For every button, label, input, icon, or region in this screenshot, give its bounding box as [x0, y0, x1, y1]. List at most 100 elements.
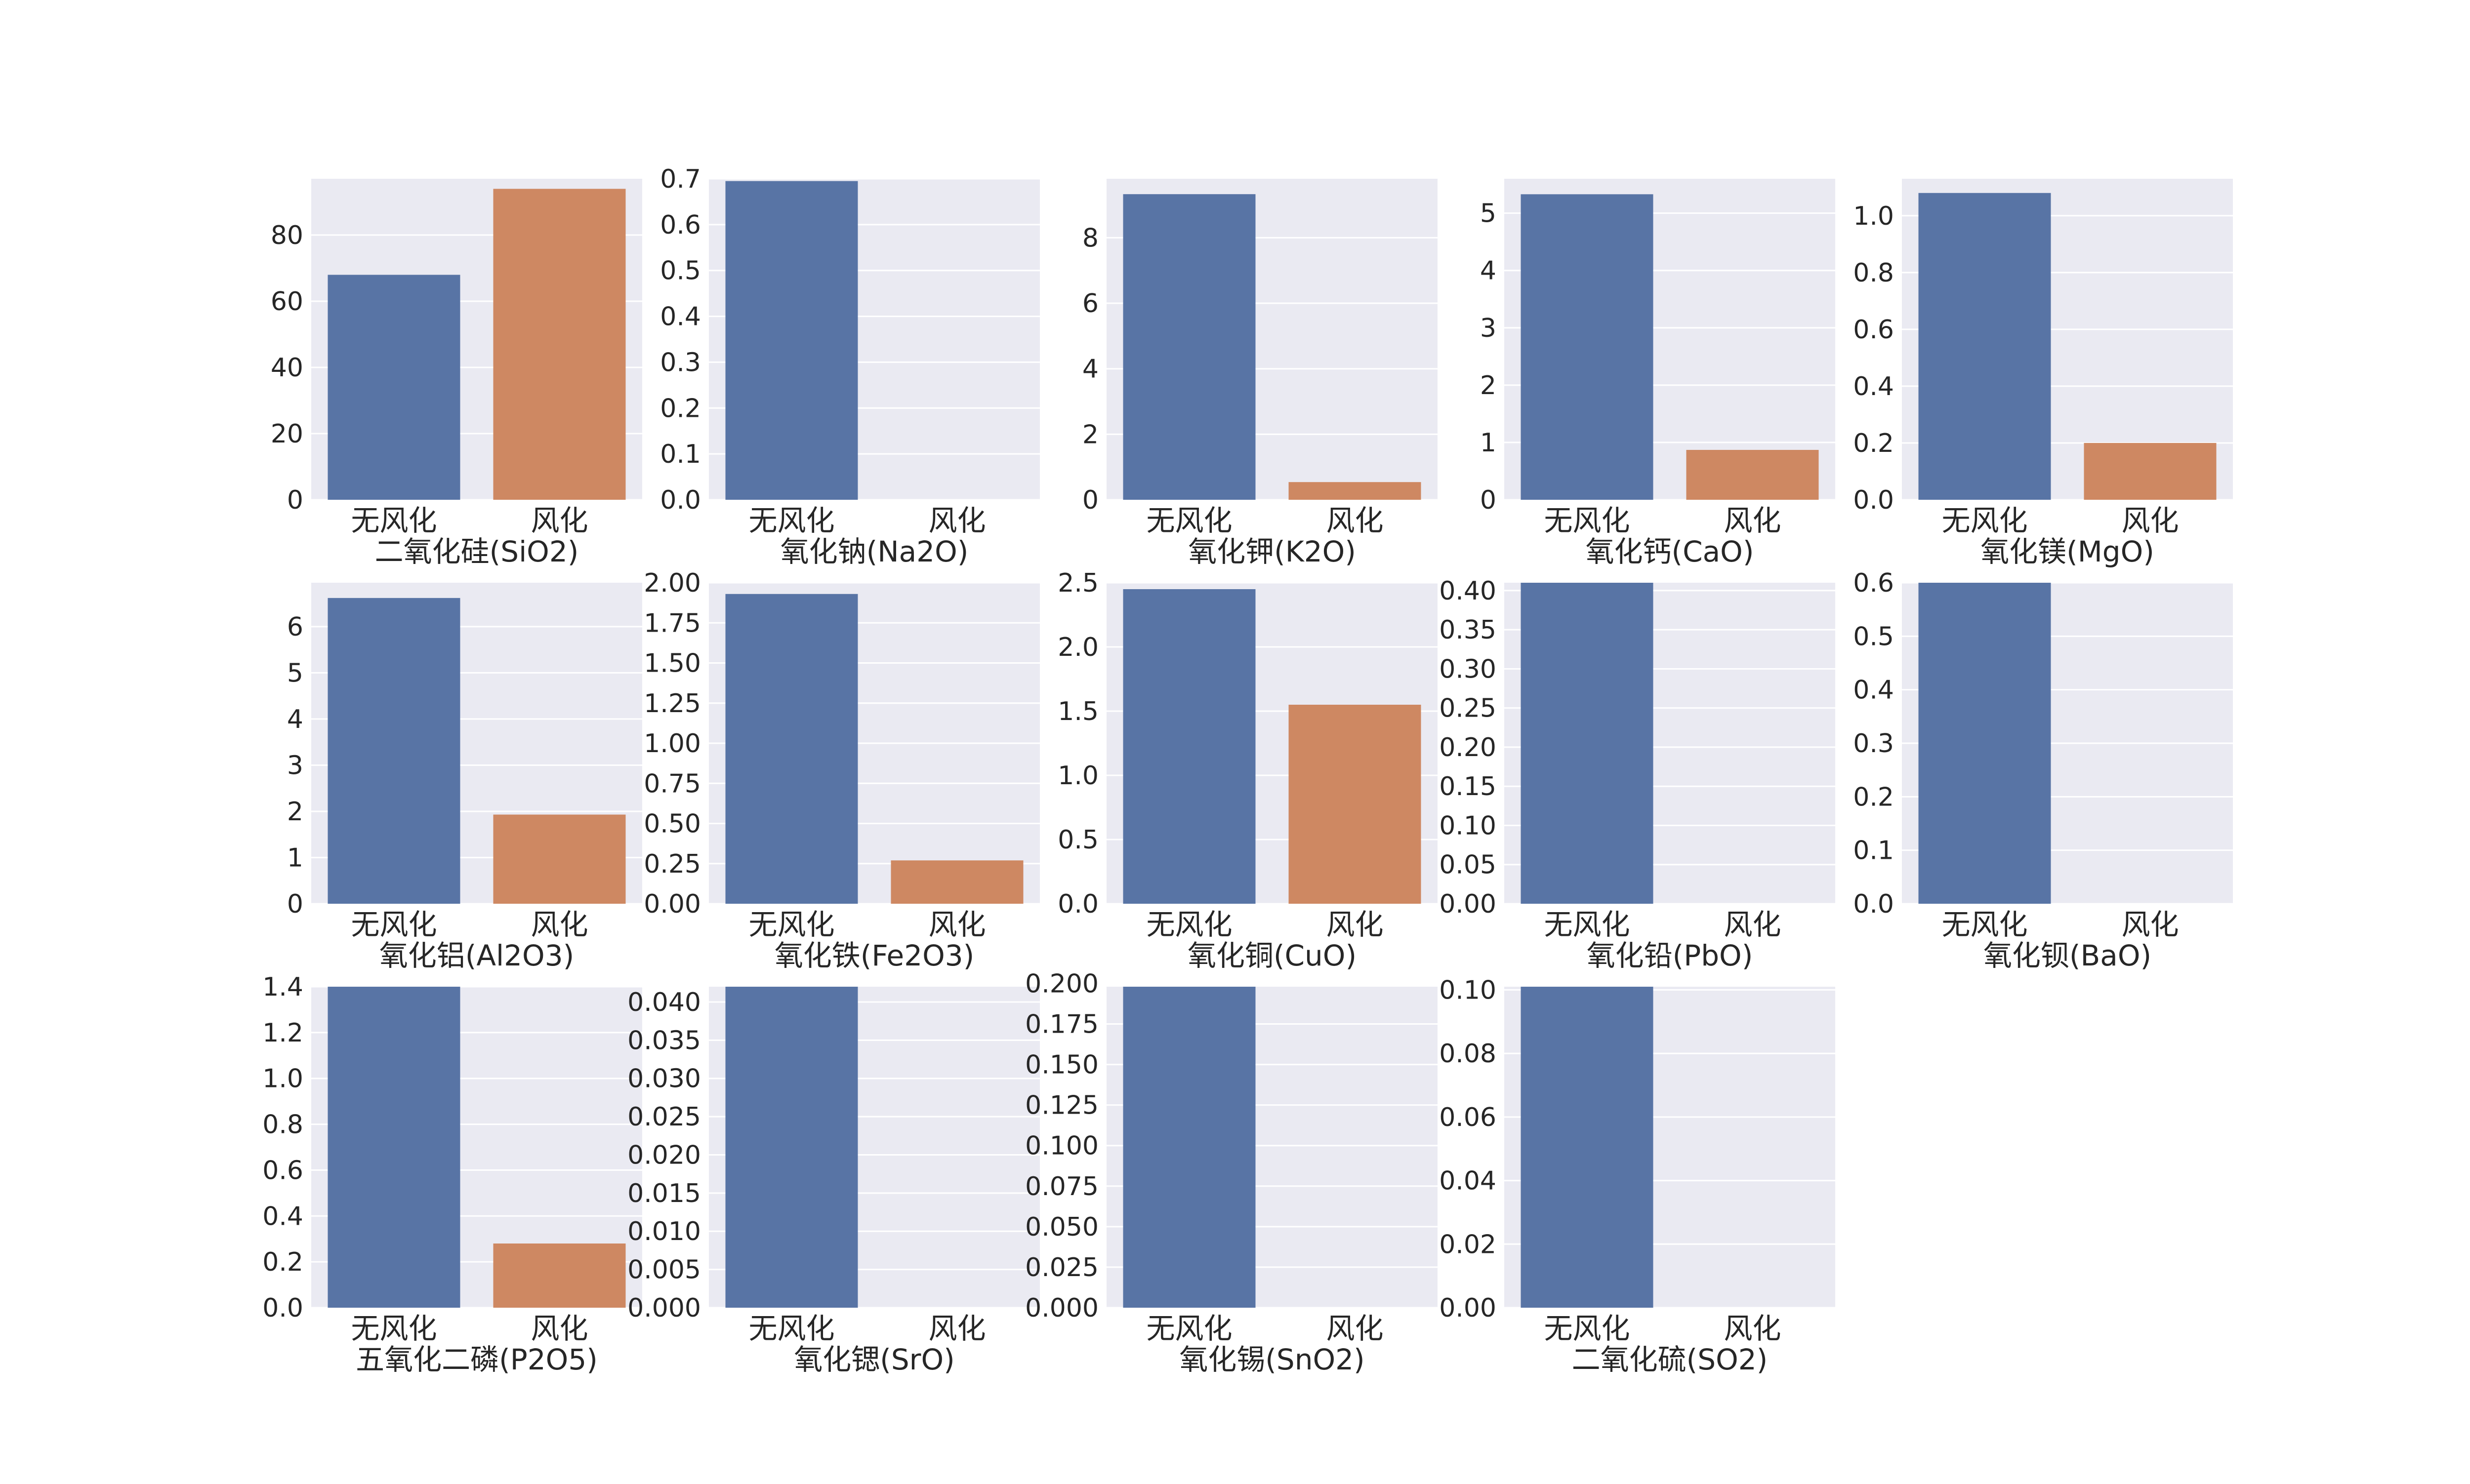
y-tick-label: 20: [271, 419, 303, 449]
x-tick-label: 无风化: [748, 1312, 834, 1345]
y-tick-label: 1.0: [1058, 761, 1099, 791]
bar-unweathered: [1123, 194, 1256, 500]
bar-weathered: [2084, 442, 2217, 500]
x-tick-label: 风化: [1326, 504, 1383, 537]
x-tick-label: 无风化: [1146, 504, 1232, 537]
bar-unweathered: [1918, 583, 2051, 904]
x-axis-label: 二氧化硫(SO2): [1572, 1343, 1768, 1376]
y-tick-label: 1.2: [262, 1018, 303, 1048]
y-tick-label: 6: [1082, 289, 1099, 319]
y-tick-label: 4: [1480, 256, 1496, 286]
y-tick-label: 0.015: [627, 1179, 701, 1208]
y-tick-label: 0.25: [1439, 694, 1496, 723]
y-tick-label: 0.2: [1853, 429, 1894, 458]
x-tick-label: 无风化: [351, 1312, 437, 1345]
y-tick-label: 0.000: [1025, 1293, 1099, 1323]
y-tick-label: 1.5: [1058, 697, 1099, 726]
y-tick-label: 0.005: [627, 1255, 701, 1285]
y-tick-label: 0.6: [1853, 568, 1894, 598]
y-tick-label: 0.00: [1439, 889, 1496, 919]
y-tick-label: 1.75: [644, 608, 701, 638]
y-tick-label: 1: [1480, 428, 1496, 458]
bar-weathered: [1288, 705, 1421, 904]
y-tick-label: 0.08: [1439, 1039, 1496, 1069]
y-tick-label: 0: [287, 485, 303, 515]
y-tick-label: 0.4: [1853, 372, 1894, 401]
x-axis-label: 氧化钡(BaO): [1983, 939, 2151, 972]
y-tick-label: 0.0: [1853, 889, 1894, 919]
y-tick-label: 0.20: [1439, 733, 1496, 762]
y-tick-label: 3: [287, 751, 303, 780]
x-tick-label: 无风化: [1146, 908, 1232, 941]
y-tick-label: 40: [271, 353, 303, 383]
y-tick-label: 0.0: [262, 1293, 303, 1323]
x-axis-label: 氧化钙(CaO): [1586, 535, 1754, 568]
y-tick-label: 0.040: [627, 988, 701, 1017]
bar-unweathered: [1123, 987, 1256, 1308]
y-tick-label: 0.7: [660, 164, 701, 194]
bar-unweathered: [1521, 583, 1653, 904]
x-axis-label: 氧化铜(CuO): [1188, 939, 1357, 972]
y-tick-label: 0.1: [1853, 836, 1894, 866]
x-axis-label: 氧化钠(Na2O): [781, 535, 969, 568]
y-tick-label: 0.175: [1025, 1010, 1099, 1040]
y-tick-label: 0.200: [1025, 969, 1099, 999]
y-tick-label: 0.4: [660, 302, 701, 332]
y-tick-label: 0.40: [1439, 576, 1496, 606]
y-tick-label: 4: [1082, 355, 1099, 384]
y-tick-label: 0.10: [1439, 811, 1496, 841]
y-tick-label: 0.075: [1025, 1172, 1099, 1202]
bar-unweathered: [328, 987, 460, 1308]
x-tick-label: 风化: [928, 1312, 986, 1345]
y-tick-label: 0.00: [644, 889, 701, 919]
x-tick-label: 风化: [531, 504, 588, 537]
x-tick-label: 无风化: [1941, 504, 2027, 537]
y-tick-label: 0: [287, 889, 303, 919]
y-tick-label: 1.00: [644, 729, 701, 759]
y-tick-label: 0.0: [660, 485, 701, 515]
subplot-12: 0.000 0.005 0.010 0.015 0.020 0.025 0.030 0.035…: [627, 987, 1040, 1376]
y-tick-label: 0.75: [644, 769, 701, 799]
y-tick-label: 2: [287, 797, 303, 827]
x-axis-label: 氧化铅(PbO): [1587, 939, 1753, 972]
y-tick-label: 5: [287, 658, 303, 688]
y-tick-label: 0.35: [1439, 615, 1496, 645]
y-tick-label: 0.030: [627, 1064, 701, 1094]
x-tick-label: 风化: [1724, 1312, 1781, 1345]
bar-unweathered: [725, 181, 858, 500]
y-tick-label: 2.0: [1058, 633, 1099, 662]
x-tick-label: 风化: [1724, 908, 1781, 941]
y-tick-label: 0.1: [660, 440, 701, 469]
x-tick-label: 无风化: [748, 908, 834, 941]
y-tick-label: 0.25: [644, 849, 701, 879]
y-tick-label: 5: [1480, 199, 1496, 229]
y-tick-label: 0.125: [1025, 1091, 1099, 1121]
y-tick-label: 1.50: [644, 649, 701, 679]
y-tick-label: 0.50: [644, 809, 701, 839]
y-tick-label: 0: [1082, 485, 1099, 515]
y-tick-label: 0.30: [1439, 654, 1496, 684]
y-tick-label: 1.25: [644, 689, 701, 719]
y-tick-label: 2: [1480, 371, 1496, 401]
y-tick-label: 3: [1480, 314, 1496, 343]
y-tick-label: 1.0: [262, 1064, 303, 1094]
y-tick-label: 0.000: [627, 1293, 701, 1323]
bar-unweathered: [725, 594, 858, 904]
x-axis-label: 氧化镁(MgO): [1980, 535, 2154, 568]
y-tick-label: 0.050: [1025, 1212, 1099, 1242]
y-tick-label: 0.2: [1853, 782, 1894, 812]
y-tick-label: 0.02: [1439, 1230, 1496, 1259]
y-tick-label: 60: [271, 287, 303, 317]
x-tick-label: 无风化: [1544, 504, 1630, 537]
bar-weathered: [493, 1243, 626, 1308]
y-tick-label: 0.0: [1058, 889, 1099, 919]
bar-unweathered: [725, 987, 858, 1308]
x-tick-label: 风化: [531, 1312, 588, 1345]
